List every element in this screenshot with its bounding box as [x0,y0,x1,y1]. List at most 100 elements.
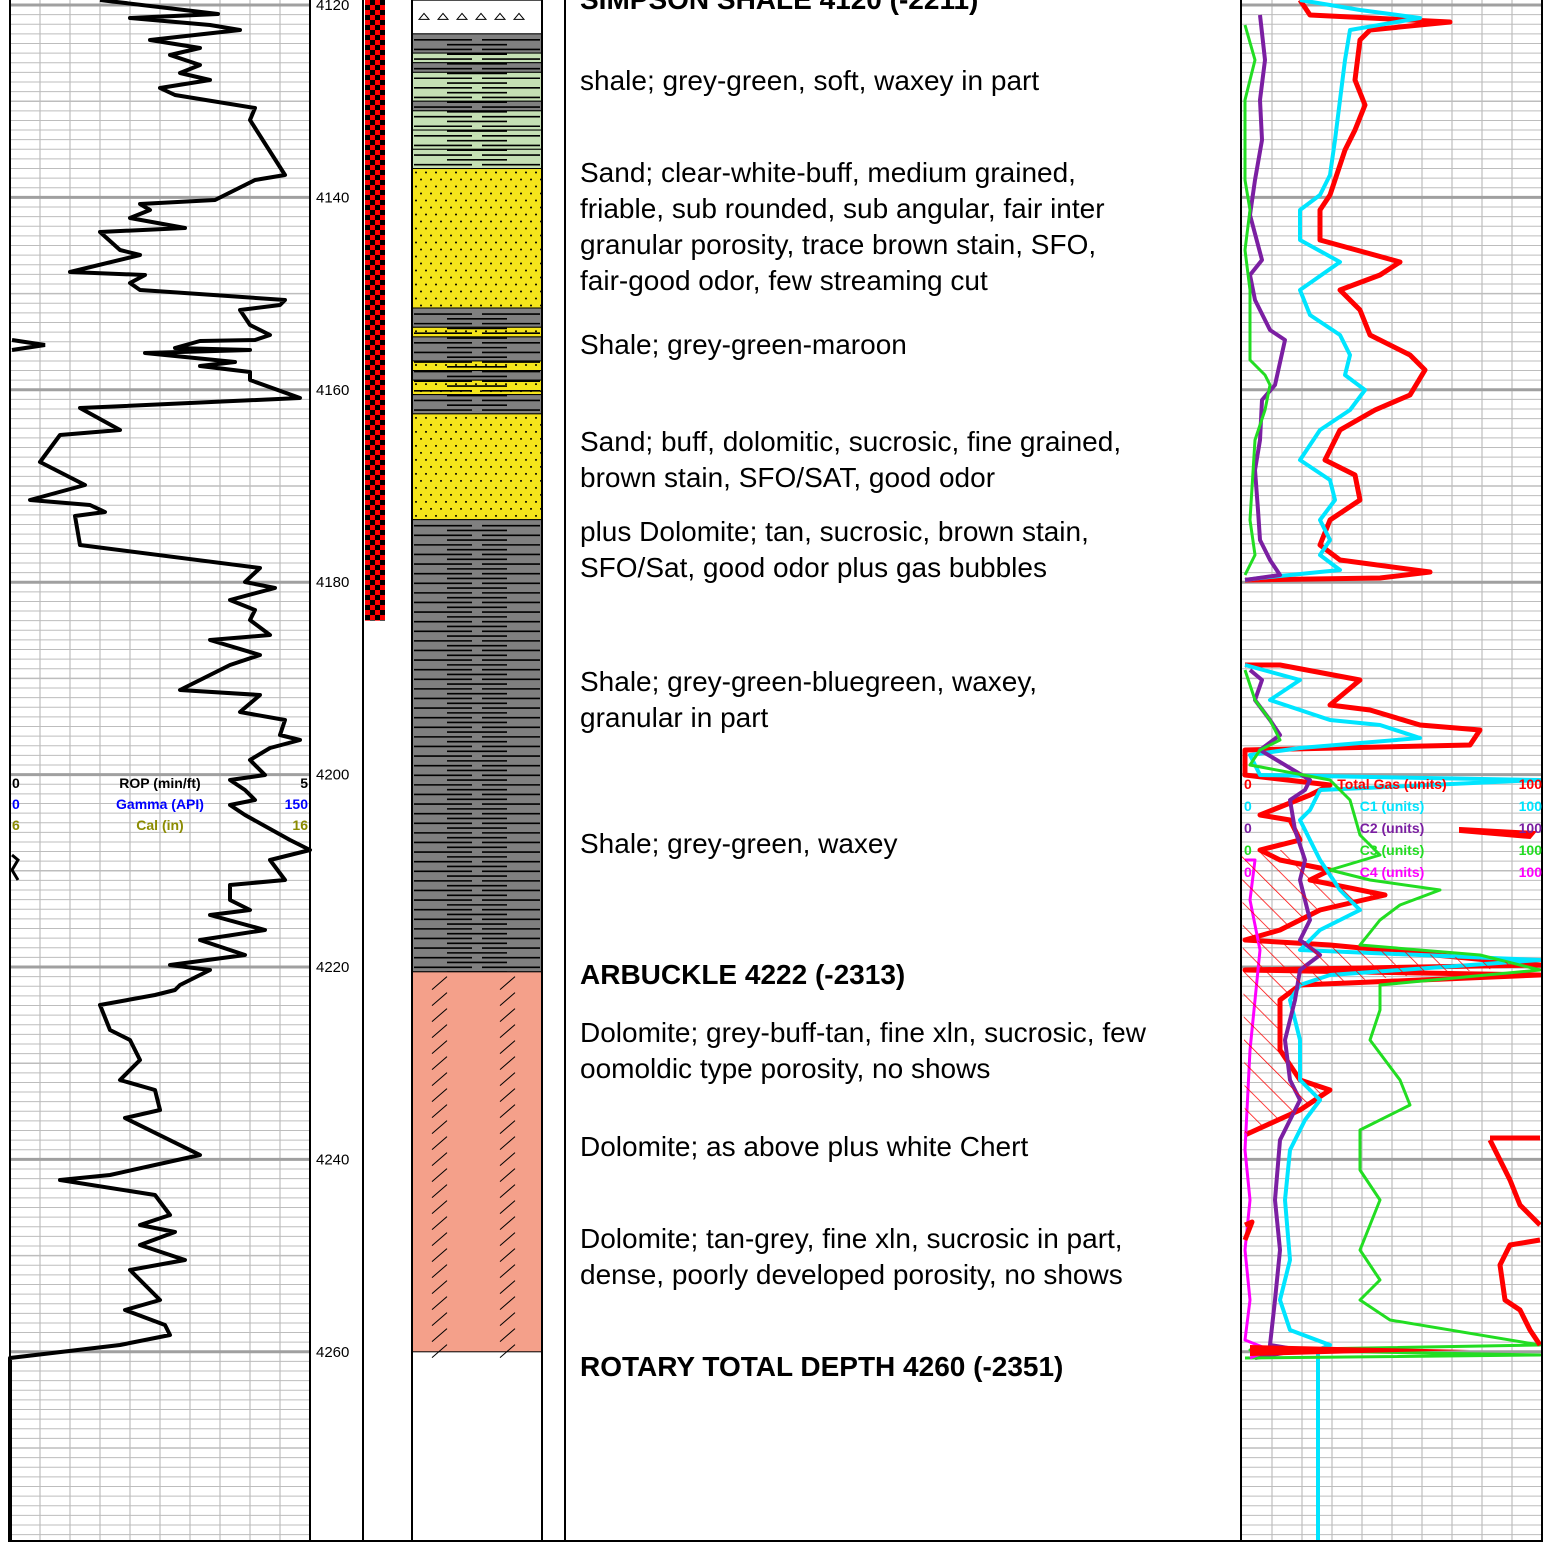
depth-checker-bar [365,0,385,621]
checker-cell [370,250,375,255]
sand-dot [460,479,462,482]
sand-dot [480,276,482,279]
sand-dot [455,472,457,475]
checker-cell [380,390,385,395]
sand-dot [430,437,432,440]
sand-dot [520,178,522,181]
checker-cell [375,565,380,570]
sand-dot [475,444,477,447]
sand-dot [515,383,517,386]
sand-dot [505,444,507,447]
checker-cell [365,420,370,425]
dolomite-mark [499,1216,516,1230]
sand-dot [505,227,507,230]
checker-cell [380,190,385,195]
sand-dot [495,486,497,489]
sand-dot [500,437,502,440]
checker-cell [365,230,370,235]
total-gas-hatch [1242,850,1540,1135]
sand-dot [505,472,507,475]
checker-cell [380,595,385,600]
checker-cell [370,65,375,70]
sand-dot [475,330,477,333]
checker-cell [380,460,385,465]
checker-cell [375,485,380,490]
checker-cell [375,65,380,70]
sand-dot [505,363,507,366]
checker-cell [380,355,385,360]
sand-dot [450,262,452,265]
sand-dot [525,297,527,300]
sand-dot [455,514,457,517]
checker-cell [380,510,385,515]
sand-dot [480,262,482,265]
sand-dot [440,220,442,223]
sand-dot [430,206,432,209]
checker-cell [370,605,375,610]
sand-dot [420,390,422,393]
sand-dot [505,199,507,202]
sand-dot [430,248,432,251]
checker-cell [370,420,375,425]
checker-cell [365,570,370,575]
checker-cell [375,395,380,400]
sand-dot [495,458,497,461]
sand-dot [490,437,492,440]
checker-cell [370,295,375,300]
sand-dot [430,192,432,195]
dolomite-mark [499,1280,516,1294]
checker-cell [380,265,385,270]
checker-cell [365,590,370,595]
cal-max: 16 [292,817,308,833]
checker-cell [365,50,370,55]
sand-dot [515,255,517,258]
sand-dot [525,514,527,517]
track-frames [9,0,1543,1542]
dolomite-mark [431,1168,448,1182]
sand-dot [525,472,527,475]
checker-cell [375,325,380,330]
checker-cell [365,540,370,545]
checker-cell [375,520,380,525]
checker-cell [370,535,375,540]
sand-dot [465,330,467,333]
sand-dot [490,304,492,307]
sand-dot [500,276,502,279]
sand-dot [515,430,517,433]
checker-cell [365,595,370,600]
checker-cell [365,620,370,621]
checker-cell [375,145,380,150]
sand-dot [435,255,437,258]
checker-cell [380,400,385,405]
sand-dot [490,248,492,251]
sand-dot [455,297,457,300]
sand-dot [430,262,432,265]
dolomite-mark [431,1056,448,1070]
dolomite-mark [431,1024,448,1038]
checker-cell [375,155,380,160]
sand-dot [520,465,522,468]
checker-cell [380,480,385,485]
sand-dot [525,500,527,503]
checker-cell [380,240,385,245]
sand-dot [535,472,537,475]
checker-cell [375,530,380,535]
sand-dot [460,192,462,195]
sand-dot [430,493,432,496]
checker-cell [365,360,370,365]
sand-dot [435,486,437,489]
sand-dot [510,178,512,181]
sand-dot [415,472,417,475]
checker-cell [375,0,380,5]
checker-cell [380,610,385,615]
dolomite-mark [499,1296,516,1310]
checker-cell [380,530,385,535]
sand-dot [475,472,477,475]
checker-cell [380,520,385,525]
total-gas-curve [1244,0,1453,583]
checker-cell [375,350,380,355]
sand-dot [485,472,487,475]
sand-dot [535,486,537,489]
checker-cell [375,465,380,470]
sand-dot [455,416,457,419]
